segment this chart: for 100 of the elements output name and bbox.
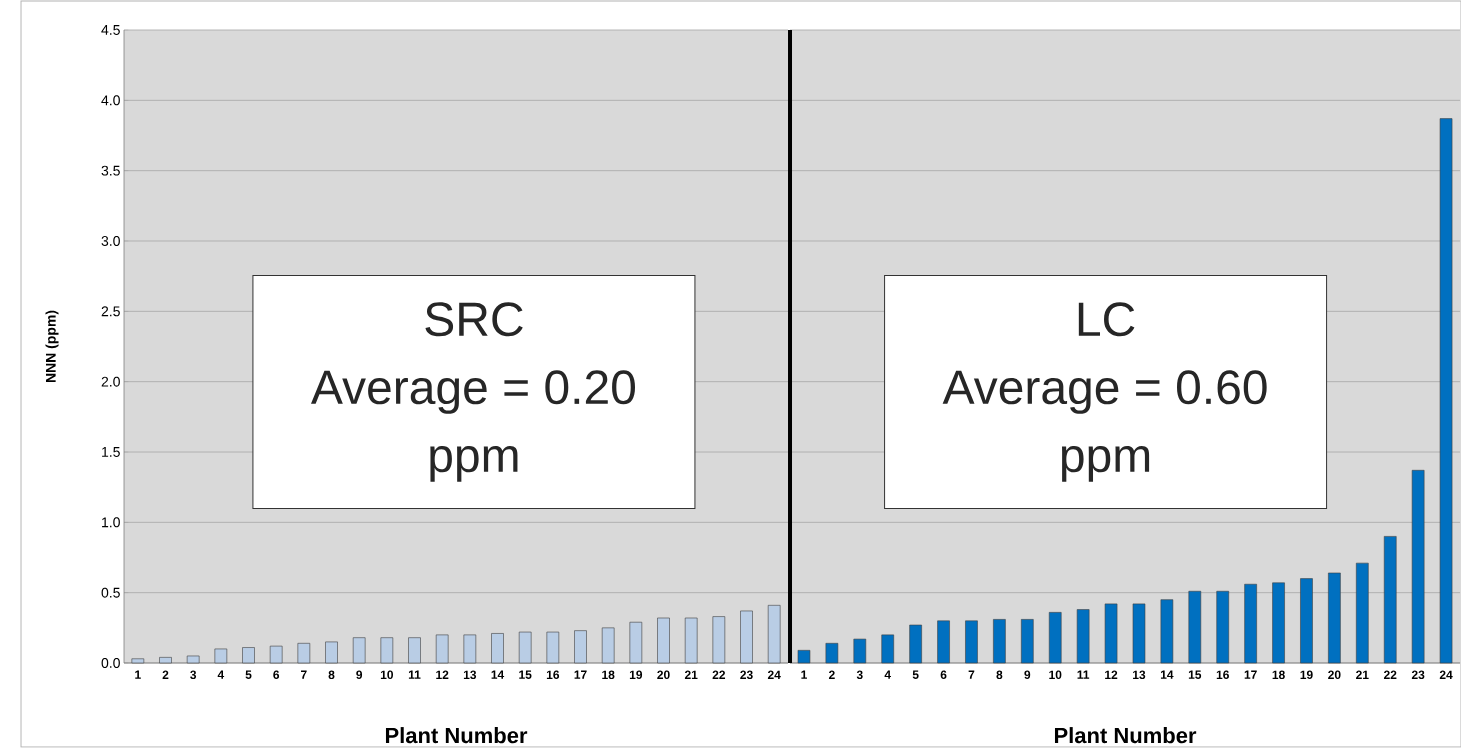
bar bbox=[684, 617, 698, 664]
x-tick-label: 13 bbox=[1133, 670, 1146, 680]
x-tick-label: 12 bbox=[436, 670, 449, 679]
x-tick-label: 8 bbox=[996, 670, 1003, 680]
x-tick-label: 7 bbox=[968, 670, 975, 679]
bar bbox=[463, 634, 477, 664]
bar bbox=[937, 620, 950, 664]
bar bbox=[518, 631, 532, 664]
bar bbox=[1439, 118, 1453, 664]
bar bbox=[740, 610, 753, 664]
y-tick-label: 0.0 bbox=[101, 658, 120, 668]
y-tick-label: 0.5 bbox=[101, 587, 120, 598]
bar bbox=[1383, 536, 1397, 664]
x-tick-label: 14 bbox=[491, 670, 505, 679]
x-tick-label: 6 bbox=[273, 670, 280, 680]
x-tick-label: 11 bbox=[1077, 670, 1090, 679]
bar bbox=[1104, 603, 1118, 664]
bar bbox=[159, 657, 172, 664]
bar bbox=[853, 638, 867, 664]
x-tick-label: 3 bbox=[856, 670, 863, 680]
y-axis-title: NNN (ppm) bbox=[45, 310, 59, 383]
bar bbox=[909, 624, 922, 664]
x-tick-label: 10 bbox=[380, 670, 394, 680]
bar bbox=[825, 643, 839, 664]
bar bbox=[1244, 583, 1257, 664]
x-tick-label: 10 bbox=[1049, 670, 1062, 680]
x-tick-label: 2 bbox=[162, 670, 169, 679]
y-tick-label: 4.5 bbox=[101, 25, 120, 35]
annotation: ppm bbox=[1061, 446, 1150, 482]
bar bbox=[214, 648, 228, 664]
x-tick-label: 11 bbox=[408, 670, 421, 679]
bar bbox=[491, 633, 504, 664]
x-tick-label: 21 bbox=[684, 670, 698, 679]
bar bbox=[242, 647, 255, 664]
x-tick-label: 23 bbox=[1411, 670, 1425, 680]
x-tick-label: 15 bbox=[519, 670, 532, 679]
x-tick-label: 15 bbox=[1188, 670, 1202, 679]
x-tick-label: 13 bbox=[463, 670, 477, 680]
x-tick-label: 16 bbox=[1216, 670, 1229, 680]
bar bbox=[1076, 609, 1090, 664]
x-tick-label: 12 bbox=[1105, 670, 1118, 679]
bar bbox=[1272, 582, 1285, 664]
x-axis-title: Plant Number bbox=[1054, 727, 1197, 744]
y-tick-label: 2.0 bbox=[101, 376, 120, 387]
bar bbox=[1160, 599, 1174, 664]
bar bbox=[352, 637, 366, 664]
x-tick-label: 9 bbox=[356, 670, 363, 680]
x-tick-label: 2 bbox=[828, 670, 835, 679]
annotation: ppm bbox=[430, 446, 518, 482]
bar bbox=[546, 631, 560, 664]
x-tick-label: 3 bbox=[190, 670, 197, 680]
x-tick-label: 6 bbox=[940, 670, 947, 680]
bar bbox=[1411, 469, 1425, 664]
x-tick-label: 20 bbox=[1328, 670, 1341, 680]
bar bbox=[297, 643, 311, 664]
x-tick-label: 22 bbox=[712, 670, 726, 679]
x-tick-label: 22 bbox=[1383, 670, 1397, 679]
bar bbox=[1216, 590, 1230, 664]
x-tick-label: 20 bbox=[657, 670, 670, 680]
x-tick-label: 21 bbox=[1356, 670, 1369, 679]
bar bbox=[1188, 590, 1202, 664]
bar bbox=[1021, 619, 1034, 664]
x-tick-label: 19 bbox=[1300, 670, 1313, 680]
x-tick-label: 18 bbox=[1272, 670, 1285, 680]
y-tick-label: 2.5 bbox=[101, 306, 120, 317]
x-tick-label: 7 bbox=[301, 670, 307, 679]
bar bbox=[131, 658, 145, 664]
bar bbox=[993, 619, 1006, 664]
x-tick-label: 24 bbox=[767, 670, 781, 679]
bar bbox=[1356, 562, 1369, 664]
x-tick-label: 17 bbox=[574, 670, 587, 679]
bar bbox=[574, 630, 587, 664]
bar bbox=[380, 637, 394, 664]
bar bbox=[657, 617, 670, 664]
y-tick-label: 4.0 bbox=[101, 95, 120, 106]
x-tick-label: 1 bbox=[801, 670, 807, 679]
annotation: Average = 0.20 bbox=[311, 370, 636, 414]
x-tick-label: 5 bbox=[912, 670, 919, 679]
x-tick-label: 4 bbox=[217, 670, 225, 679]
x-tick-label: 16 bbox=[546, 670, 560, 680]
x-tick-label: 4 bbox=[884, 670, 891, 679]
bar bbox=[767, 605, 781, 664]
y-tick-label: 3.0 bbox=[101, 236, 120, 246]
x-tick-label: 1 bbox=[135, 670, 141, 679]
bar bbox=[186, 655, 200, 664]
annotation: LC bbox=[1078, 302, 1135, 337]
bar bbox=[1132, 603, 1146, 664]
x-tick-label: 9 bbox=[1024, 670, 1031, 680]
bar bbox=[601, 627, 615, 664]
bar bbox=[965, 620, 978, 664]
bar bbox=[629, 621, 643, 664]
bar bbox=[712, 616, 726, 664]
y-tick-label: 1.5 bbox=[102, 447, 120, 457]
y-tick-label: 3.5 bbox=[101, 165, 120, 176]
bar bbox=[881, 634, 895, 664]
bar bbox=[435, 634, 449, 664]
y-tick-label: 1.0 bbox=[102, 517, 120, 528]
annotation: Average = 0.60 bbox=[942, 370, 1267, 414]
x-tick-label: 23 bbox=[740, 670, 753, 680]
x-tick-label: 18 bbox=[602, 670, 615, 680]
